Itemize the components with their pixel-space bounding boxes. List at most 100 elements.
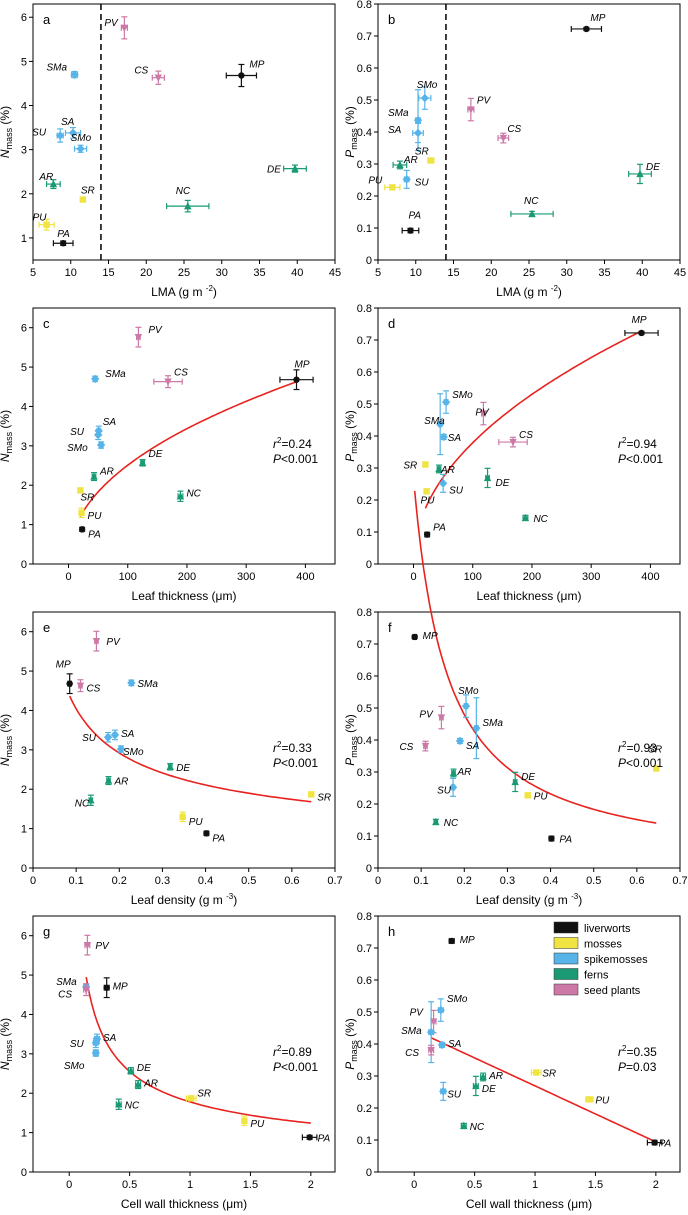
data-point-PU: PU	[241, 1115, 265, 1130]
x-tick-label: 10	[410, 267, 422, 279]
y-axis-label: Nmass (%)	[0, 410, 14, 462]
data-point-NC: NC	[166, 186, 210, 213]
point-marker	[524, 792, 531, 799]
point-marker	[421, 742, 430, 751]
x-tick-label: 20	[485, 267, 497, 279]
x-tick-label: 1	[187, 1179, 193, 1191]
y-tick-label: 2	[21, 480, 27, 492]
point-marker	[427, 1046, 435, 1055]
point-marker	[511, 777, 519, 786]
data-point-NC: NC	[432, 817, 459, 829]
data-point-PU: PU	[33, 213, 55, 231]
x-tick-label: 0	[375, 875, 381, 887]
point-label: SR	[542, 1068, 556, 1079]
x-axis-label: LMA (g m -2)	[496, 284, 562, 299]
point-marker	[91, 1048, 101, 1058]
point-marker	[176, 492, 185, 500]
data-point-SMa: SMa	[90, 369, 126, 384]
point-label: SR	[80, 492, 94, 503]
x-tick-label: 400	[641, 571, 659, 583]
point-label: SA	[103, 1033, 117, 1044]
x-tick-label: 0.3	[155, 875, 170, 887]
point-marker	[548, 835, 555, 842]
regression-curve	[68, 695, 312, 803]
point-label: SMa	[137, 679, 158, 690]
point-marker	[68, 128, 78, 138]
point-label: SMa	[388, 108, 409, 119]
point-label: MP	[460, 935, 475, 946]
x-tick-label: 25	[523, 267, 535, 279]
y-tick-label: 3	[21, 145, 27, 157]
y-tick-label: 0.6	[357, 671, 372, 683]
data-point-SR: SR	[648, 744, 662, 772]
y-tick-label: 0.5	[357, 703, 372, 715]
x-tick-label: 0	[411, 1179, 417, 1191]
point-marker	[583, 25, 590, 33]
p-value-text: P=0.03	[618, 1060, 657, 1074]
y-tick-label: 4	[21, 705, 27, 717]
data-point-SR: SR	[530, 1068, 556, 1079]
data-point-SMa: SMa	[472, 697, 503, 760]
y-axis-label: Pmass (%)	[343, 714, 359, 766]
plot-frame	[377, 611, 681, 869]
x-axis-label: Leaf thickness (μm)	[132, 589, 237, 603]
point-label: CS	[58, 990, 72, 1001]
point-label: SA	[466, 741, 480, 752]
regression-curve	[85, 976, 311, 1124]
data-point-PA: PA	[52, 229, 74, 247]
y-tick-label: 0.8	[357, 911, 372, 923]
y-tick-label: 4	[21, 101, 27, 113]
point-label: MP	[590, 13, 605, 24]
r-squared-text: r2=0.33	[273, 740, 312, 755]
legend-label-ferns: ferns	[584, 970, 609, 982]
point-marker	[138, 458, 147, 466]
data-point-CS: CS	[399, 740, 430, 753]
data-point-CS: CS	[405, 1044, 435, 1059]
point-label: PU	[250, 1119, 265, 1130]
y-tick-label: 6	[21, 931, 27, 943]
point-marker	[43, 221, 50, 228]
point-marker	[70, 70, 79, 79]
panel-label: a	[43, 12, 51, 27]
point-marker	[432, 817, 440, 826]
y-tick-label: 0.2	[357, 495, 372, 507]
point-marker	[60, 240, 67, 247]
point-marker	[77, 487, 84, 494]
point-label: SA	[121, 729, 135, 740]
point-label: NC	[75, 798, 90, 809]
point-marker	[127, 1066, 135, 1074]
y-axis-label: Nmass (%)	[0, 106, 14, 158]
x-tick-label: 20	[140, 267, 152, 279]
legend-label-liverworts: liverworts	[584, 923, 631, 935]
point-label: DE	[496, 478, 510, 489]
point-label: SU	[415, 177, 430, 188]
point-label: PU	[189, 817, 204, 828]
point-label: SR	[81, 186, 95, 197]
x-tick-label: 0	[65, 571, 71, 583]
y-tick-label: 0.7	[357, 31, 372, 43]
point-marker	[586, 1096, 593, 1103]
x-tick-label: 100	[464, 571, 482, 583]
data-point-PV: PV	[419, 705, 446, 730]
point-marker	[93, 430, 103, 440]
point-marker	[638, 329, 645, 337]
point-marker	[92, 1034, 102, 1044]
point-label: PV	[106, 637, 121, 648]
point-label: AR	[114, 777, 129, 788]
point-marker	[413, 115, 423, 125]
data-point-PU: PU	[78, 507, 102, 522]
point-label: SA	[388, 125, 402, 136]
data-point-PA: PA	[401, 211, 421, 234]
y-tick-label: 2	[21, 189, 27, 201]
point-label: DE	[646, 162, 660, 173]
point-marker	[467, 106, 475, 114]
data-point-SU: SU	[32, 128, 65, 143]
y-tick-label: 5	[21, 56, 27, 68]
y-tick-label: 0.4	[357, 431, 372, 443]
point-marker	[115, 1100, 123, 1108]
x-tick-label: 35	[253, 267, 265, 279]
point-marker	[472, 1081, 480, 1090]
panel-label: c	[43, 316, 50, 331]
point-label: CS	[507, 124, 521, 135]
